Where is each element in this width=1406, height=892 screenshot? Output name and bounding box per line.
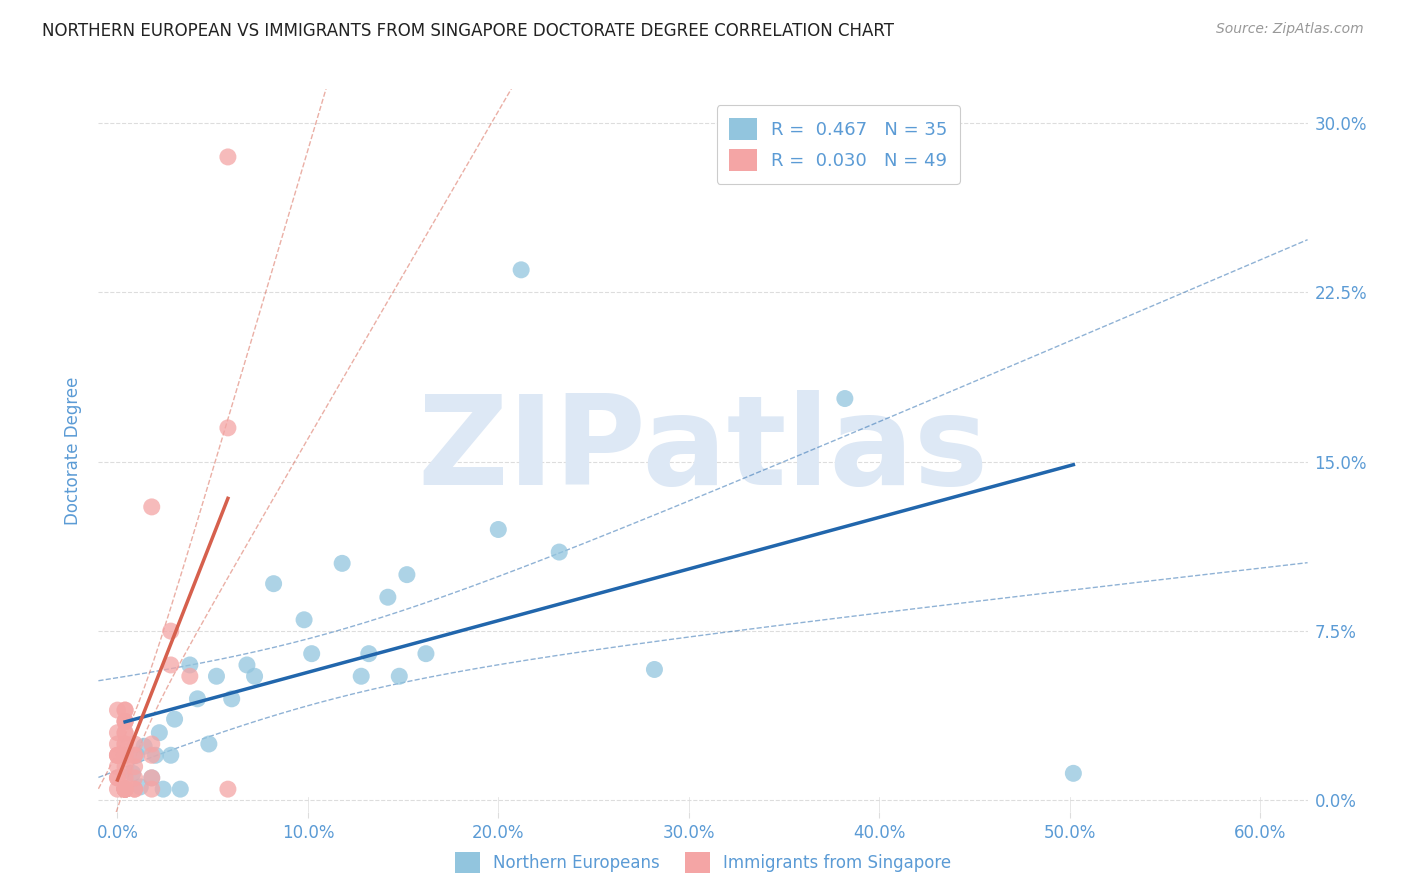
- Point: [834, 392, 856, 406]
- Point: [114, 782, 136, 797]
- Point: [388, 669, 411, 683]
- Point: [179, 669, 201, 683]
- Point: [114, 737, 136, 751]
- Point: [217, 421, 239, 435]
- Point: [159, 657, 181, 672]
- Point: [114, 714, 136, 729]
- Point: [107, 748, 129, 763]
- Point: [243, 669, 266, 683]
- Point: [124, 737, 146, 751]
- Point: [263, 576, 285, 591]
- Point: [114, 703, 136, 717]
- Point: [145, 748, 167, 763]
- Point: [114, 725, 136, 739]
- Point: [148, 725, 170, 739]
- Point: [114, 703, 136, 717]
- Legend: Northern Europeans, Immigrants from Singapore: Northern Europeans, Immigrants from Sing…: [449, 846, 957, 880]
- Point: [221, 691, 243, 706]
- Point: [114, 782, 136, 797]
- Point: [114, 782, 136, 797]
- Point: [179, 657, 201, 672]
- Point: [1062, 766, 1084, 780]
- Point: [125, 748, 148, 763]
- Point: [159, 748, 181, 763]
- Point: [330, 557, 353, 571]
- Point: [141, 782, 163, 797]
- Point: [114, 782, 136, 797]
- Point: [301, 647, 323, 661]
- Point: [486, 523, 509, 537]
- Point: [114, 782, 136, 797]
- Point: [141, 771, 163, 785]
- Point: [134, 739, 156, 754]
- Point: [198, 737, 221, 751]
- Point: [350, 669, 373, 683]
- Point: [124, 782, 146, 797]
- Point: [395, 567, 418, 582]
- Point: [163, 712, 186, 726]
- Point: [114, 759, 136, 773]
- Point: [377, 591, 399, 605]
- Point: [107, 737, 129, 751]
- Point: [205, 669, 228, 683]
- Y-axis label: Doctorate Degree: Doctorate Degree: [65, 376, 83, 524]
- Point: [121, 766, 143, 780]
- Point: [114, 782, 136, 797]
- Point: [186, 691, 208, 706]
- Point: [114, 771, 136, 785]
- Point: [643, 663, 665, 677]
- Point: [548, 545, 571, 559]
- Point: [114, 782, 136, 797]
- Point: [169, 782, 191, 797]
- Point: [141, 500, 163, 514]
- Point: [124, 771, 146, 785]
- Point: [141, 737, 163, 751]
- Point: [107, 771, 129, 785]
- Point: [236, 657, 259, 672]
- Point: [124, 782, 146, 797]
- Point: [152, 782, 174, 797]
- Point: [107, 759, 129, 773]
- Point: [129, 780, 152, 794]
- Point: [141, 771, 163, 785]
- Point: [114, 748, 136, 763]
- Point: [107, 782, 129, 797]
- Point: [107, 748, 129, 763]
- Point: [141, 748, 163, 763]
- Point: [124, 748, 146, 763]
- Point: [124, 759, 146, 773]
- Point: [114, 748, 136, 763]
- Text: Source: ZipAtlas.com: Source: ZipAtlas.com: [1216, 22, 1364, 37]
- Point: [114, 737, 136, 751]
- Point: [107, 748, 129, 763]
- Point: [415, 647, 437, 661]
- Point: [217, 782, 239, 797]
- Point: [107, 771, 129, 785]
- Point: [114, 782, 136, 797]
- Point: [292, 613, 315, 627]
- Point: [114, 725, 136, 739]
- Legend: R =  0.467   N = 35, R =  0.030   N = 49: R = 0.467 N = 35, R = 0.030 N = 49: [717, 105, 960, 184]
- Point: [114, 714, 136, 729]
- Text: ZIPatlas: ZIPatlas: [418, 390, 988, 511]
- Point: [510, 262, 533, 277]
- Point: [217, 150, 239, 164]
- Point: [107, 703, 129, 717]
- Point: [124, 748, 146, 763]
- Point: [114, 714, 136, 729]
- Point: [357, 647, 380, 661]
- Point: [159, 624, 181, 639]
- Point: [114, 782, 136, 797]
- Point: [107, 725, 129, 739]
- Text: NORTHERN EUROPEAN VS IMMIGRANTS FROM SINGAPORE DOCTORATE DEGREE CORRELATION CHAR: NORTHERN EUROPEAN VS IMMIGRANTS FROM SIN…: [42, 22, 894, 40]
